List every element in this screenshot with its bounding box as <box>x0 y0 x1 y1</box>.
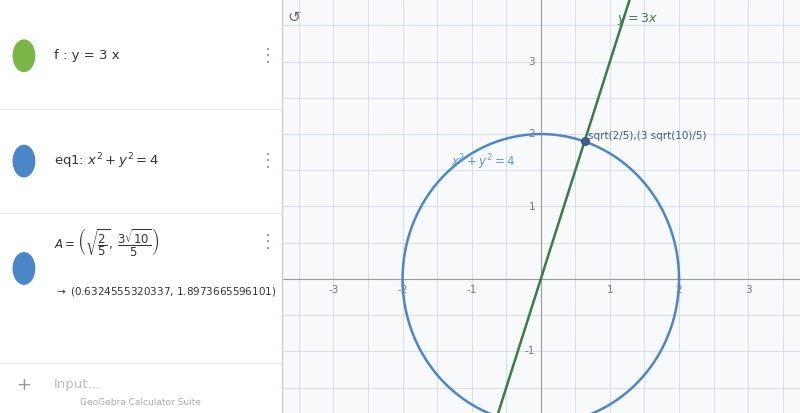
Text: $x^2 + y^2 = 4$: $x^2 + y^2 = 4$ <box>451 153 515 172</box>
Text: 3: 3 <box>745 285 751 295</box>
Text: ↺: ↺ <box>288 10 301 25</box>
Text: ⋮: ⋮ <box>258 233 277 251</box>
Text: 2: 2 <box>676 285 682 295</box>
Text: Input...: Input... <box>54 378 100 392</box>
Text: -3: -3 <box>328 285 338 295</box>
Text: eq1: $x^2 + y^2 = 4$: eq1: $x^2 + y^2 = 4$ <box>54 151 158 171</box>
Text: GeoGebra Calculator Suite: GeoGebra Calculator Suite <box>80 398 202 407</box>
Text: 3: 3 <box>529 57 535 66</box>
Text: $A = \left(\sqrt{\dfrac{2}{5}},\;\dfrac{3\sqrt{10}}{5}\right)$: $A = \left(\sqrt{\dfrac{2}{5}},\;\dfrac{… <box>54 225 158 258</box>
Text: sqrt(2/5),(3 sqrt(10)/5): sqrt(2/5),(3 sqrt(10)/5) <box>588 131 706 140</box>
Text: 1: 1 <box>529 202 535 211</box>
Text: ⋮: ⋮ <box>258 47 277 65</box>
Text: 2: 2 <box>529 129 535 139</box>
Text: -1: -1 <box>525 347 535 356</box>
Text: 1: 1 <box>606 285 614 295</box>
Circle shape <box>14 145 34 177</box>
Text: $\rightarrow$ (0.6324555320337, 1.8973665596101): $\rightarrow$ (0.6324555320337, 1.897366… <box>54 285 276 298</box>
Text: -1: -1 <box>466 285 477 295</box>
Text: ⋮: ⋮ <box>258 152 277 170</box>
Text: $y = 3x$: $y = 3x$ <box>617 11 658 27</box>
Circle shape <box>14 253 34 284</box>
Text: f : y = 3 x: f : y = 3 x <box>54 49 119 62</box>
Text: -2: -2 <box>398 285 408 295</box>
Circle shape <box>14 40 34 71</box>
Text: +: + <box>17 376 31 394</box>
